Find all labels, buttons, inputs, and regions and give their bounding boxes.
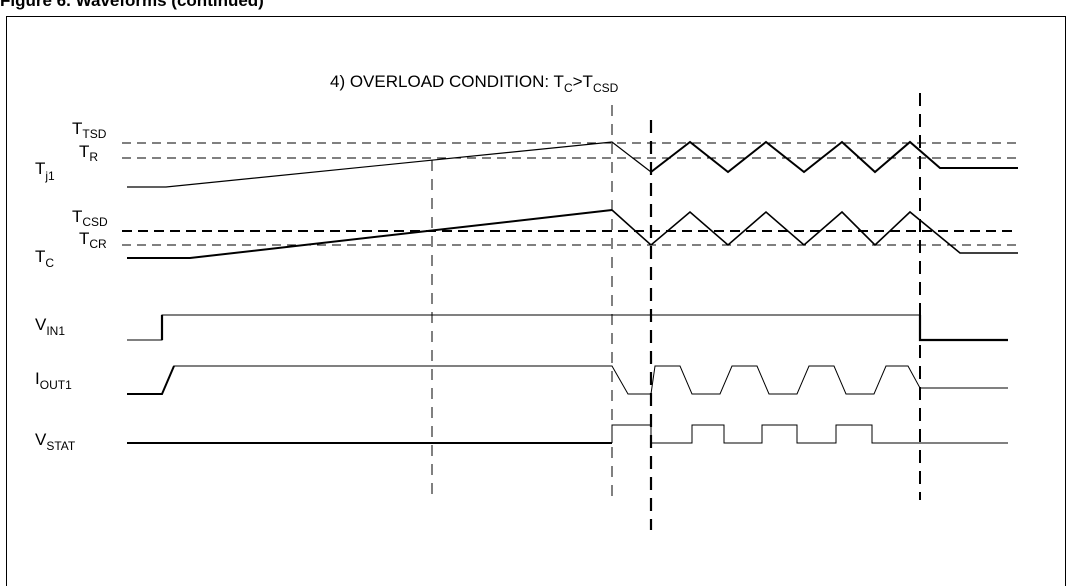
tj1-label: Tj1 bbox=[35, 159, 55, 183]
ttsd-label: TTSD bbox=[72, 119, 107, 141]
vstat-waveform bbox=[611, 424, 1008, 444]
figure-caption: Figure 6. Waveforms (continued) bbox=[0, 0, 264, 10]
tcsd-label: TCSD bbox=[72, 207, 108, 229]
vin1-waveform-low bbox=[918, 315, 1008, 342]
tr-label: TR bbox=[79, 142, 98, 164]
tj1-waveform-overload bbox=[650, 140, 1018, 174]
vertical-markers bbox=[431, 93, 921, 530]
tc-label: TC bbox=[35, 247, 54, 270]
tc-waveform bbox=[127, 209, 613, 259]
threshold-lines bbox=[122, 142, 1018, 246]
tcr-label: TCR bbox=[79, 229, 107, 251]
diagram-title: 4) OVERLOAD CONDITION: TC>TCSD bbox=[330, 72, 619, 95]
iout1-waveform bbox=[127, 365, 1008, 395]
iout1-waveform-bold bbox=[127, 365, 175, 395]
iout1-label: IOUT1 bbox=[35, 369, 72, 392]
vstat-label: VSTAT bbox=[35, 430, 76, 453]
tc-waveform-overload bbox=[611, 209, 1018, 254]
vin1-label: VIN1 bbox=[35, 315, 65, 338]
figure-frame bbox=[6, 16, 1066, 586]
vin1-waveform bbox=[127, 314, 920, 341]
